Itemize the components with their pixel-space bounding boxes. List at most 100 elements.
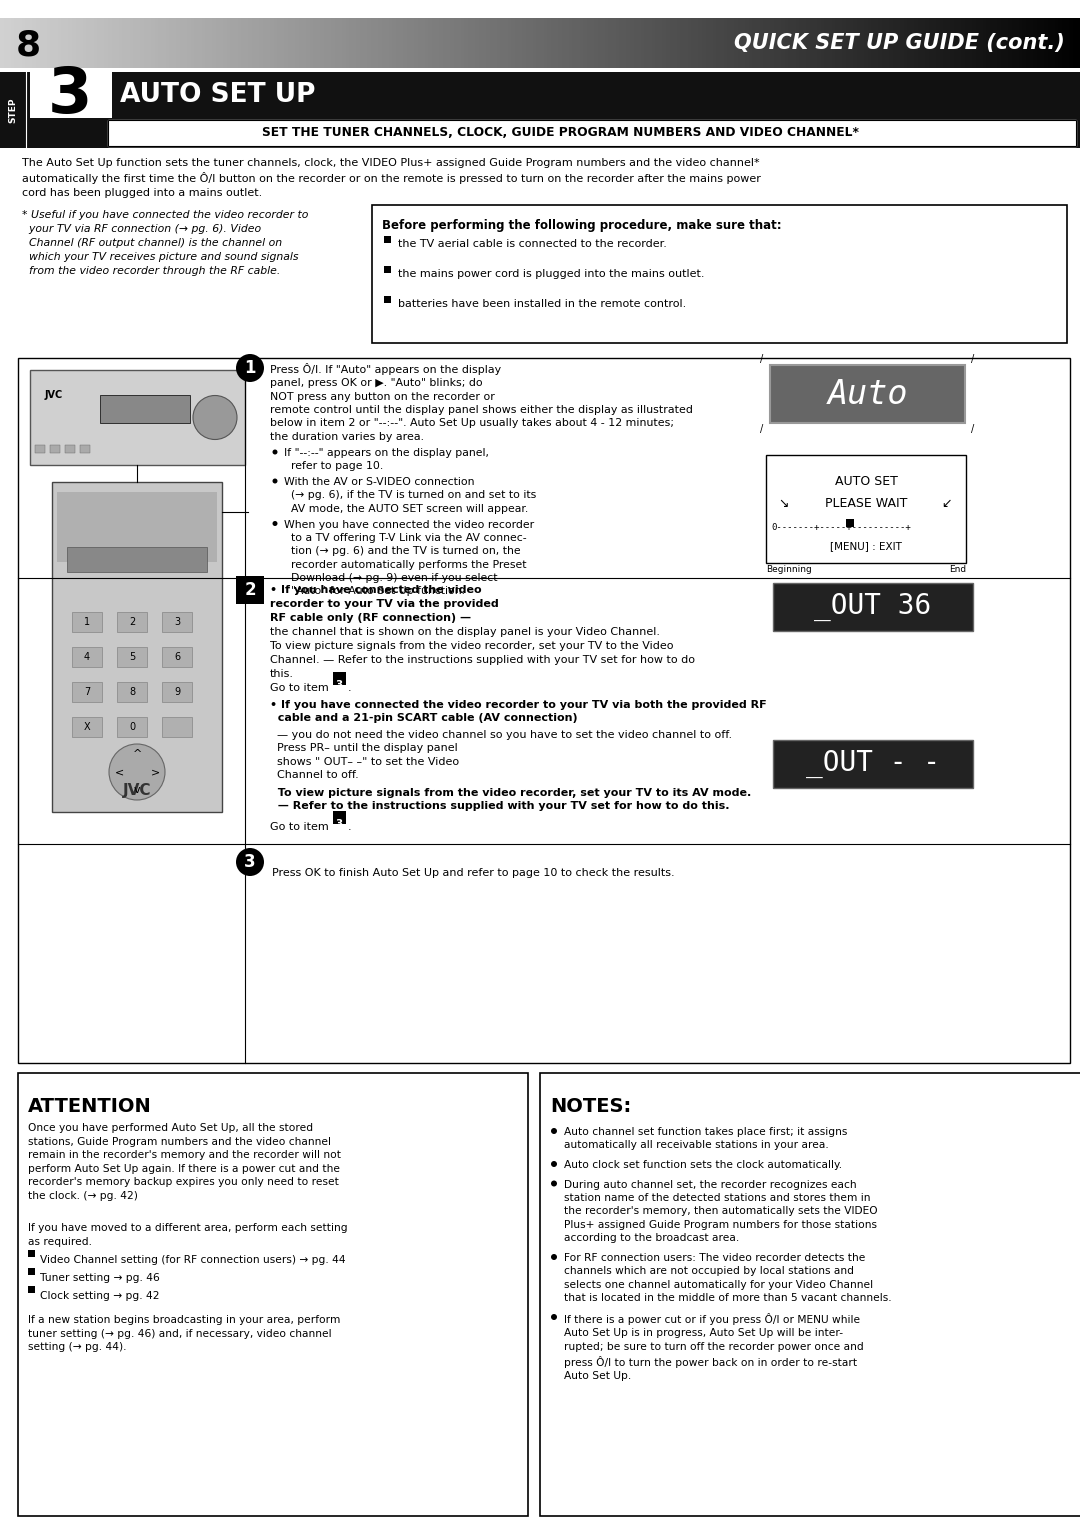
Bar [148,18,152,69]
Bar [986,18,991,69]
Text: • If you have connected the video: • If you have connected the video [270,584,482,595]
Bar [18,18,23,69]
Text: QUICK SET UP GUIDE (cont.): QUICK SET UP GUIDE (cont.) [734,34,1065,53]
Bar [997,18,1002,69]
Bar [872,18,876,69]
Bar [184,18,188,69]
Bar [640,18,646,69]
Bar [688,18,692,69]
Text: Auto: Auto [827,377,908,410]
Bar [349,18,354,69]
Circle shape [551,1128,557,1134]
Bar [785,18,789,69]
Bar [472,18,476,69]
Bar [886,18,890,69]
Bar [392,18,397,69]
Bar [1004,18,1009,69]
Bar [338,18,343,69]
Text: the TV aerial cable is connected to the recorder.: the TV aerial cable is connected to the … [399,240,666,249]
Bar [454,18,458,69]
Circle shape [237,848,264,876]
Bar [208,18,214,69]
Bar [508,18,512,69]
Bar [90,18,95,69]
Bar [194,18,199,69]
Bar [932,18,937,69]
Bar [478,18,484,69]
Bar [958,18,962,69]
Bar [810,18,814,69]
Text: /: / [971,424,974,433]
Text: Before performing the following procedure, make sure that:: Before performing the following procedur… [382,220,782,232]
Bar [270,18,274,69]
Bar [518,18,523,69]
Bar [54,18,58,69]
Bar [165,18,171,69]
Bar [86,18,91,69]
Bar [68,18,73,69]
Bar [1008,18,1013,69]
Bar [572,18,577,69]
Bar [889,18,894,69]
Bar [562,18,566,69]
Text: 3: 3 [174,617,180,627]
Text: 0-------+-----+----------+: 0-------+-----+----------+ [771,523,910,533]
Bar [375,18,379,69]
Text: If you have moved to a different area, perform each setting
as required.: If you have moved to a different area, p… [28,1222,348,1247]
Bar [867,18,873,69]
Bar [30,72,112,118]
Bar [673,18,678,69]
Bar [72,18,77,69]
Bar [626,18,631,69]
Bar [342,18,347,69]
Bar [1072,18,1078,69]
Bar [421,18,426,69]
Bar [954,18,959,69]
Bar [1037,18,1041,69]
Bar [302,18,307,69]
Bar [705,18,711,69]
Text: JVC: JVC [45,391,64,400]
Bar [602,18,606,69]
Bar [205,18,210,69]
Bar [594,18,598,69]
Bar [605,18,609,69]
Text: recorder to your TV via the provided: recorder to your TV via the provided [270,600,499,609]
Bar [766,455,966,563]
Bar [117,612,147,632]
Bar [586,18,592,69]
Bar [50,446,60,453]
Bar [882,18,887,69]
Bar [35,446,45,453]
Bar [72,647,102,667]
Bar [497,18,501,69]
Bar [346,18,350,69]
Bar [1058,18,1063,69]
Text: 3: 3 [244,853,256,871]
Bar [267,18,271,69]
Bar [1055,18,1059,69]
Bar [651,18,657,69]
Bar [666,18,671,69]
Bar [483,18,487,69]
Bar [824,18,829,69]
Bar [40,18,44,69]
Text: Auto channel set function takes place first; it assigns
automatically all receiv: Auto channel set function takes place fi… [564,1128,848,1151]
Bar [1029,18,1035,69]
Bar [637,18,642,69]
Bar [333,671,346,685]
Bar [630,18,635,69]
Text: >: > [150,768,160,777]
Bar [1044,18,1049,69]
Bar [0,72,1080,148]
Bar [770,365,966,423]
Bar [151,18,156,69]
Bar [130,18,134,69]
Bar [97,18,102,69]
Bar [180,18,185,69]
Bar [273,18,279,69]
Bar [990,18,995,69]
Bar [774,18,779,69]
Bar [1034,18,1038,69]
Bar [295,18,300,69]
